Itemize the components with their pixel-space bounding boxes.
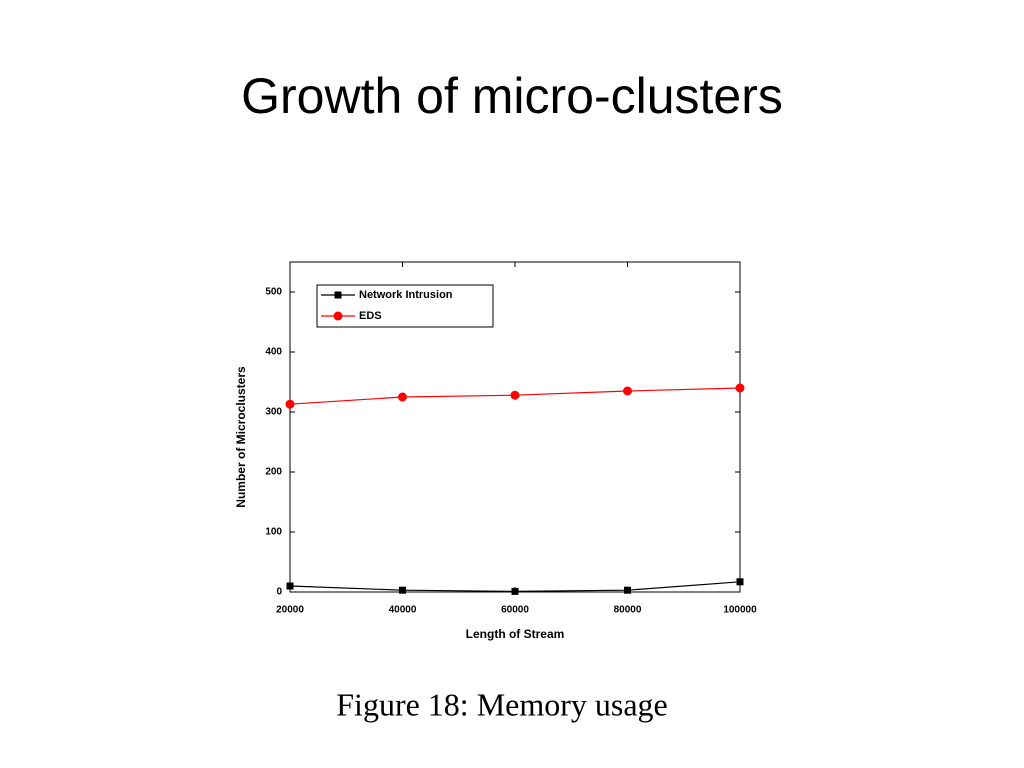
legend-label: Network Intrusion xyxy=(359,289,453,301)
legend-marker xyxy=(334,291,342,299)
x-tick-label: 60000 xyxy=(501,605,529,616)
legend-box xyxy=(316,284,494,328)
marker xyxy=(624,586,631,594)
slide-title: Growth of micro-clusters xyxy=(241,68,783,124)
x-tick-label: 40000 xyxy=(389,605,417,616)
marker xyxy=(399,586,406,594)
y-tick-label: 500 xyxy=(265,287,282,298)
marker xyxy=(511,587,519,595)
y-tick-label: 100 xyxy=(265,527,282,538)
x-axis-label: Length of Stream xyxy=(466,627,565,641)
marker xyxy=(510,390,520,400)
marker xyxy=(286,582,294,590)
y-tick-label: 0 xyxy=(276,587,282,598)
legend-label: EDS xyxy=(359,310,382,322)
y-tick-label: 400 xyxy=(265,347,282,358)
marker xyxy=(735,383,745,393)
y-tick-label: 200 xyxy=(265,467,282,478)
y-tick-label: 300 xyxy=(265,407,282,418)
marker xyxy=(623,386,632,396)
marker xyxy=(285,399,295,409)
legend-marker xyxy=(333,311,343,321)
marker xyxy=(736,578,744,586)
x-tick-label: 80000 xyxy=(614,605,642,616)
y-axis-label: Number of Microclusters xyxy=(234,366,248,508)
figure-caption: Figure 18: Memory usage xyxy=(336,686,668,722)
x-tick-label: 20000 xyxy=(276,605,304,616)
marker xyxy=(398,392,407,402)
x-tick-label: 100000 xyxy=(723,605,757,616)
